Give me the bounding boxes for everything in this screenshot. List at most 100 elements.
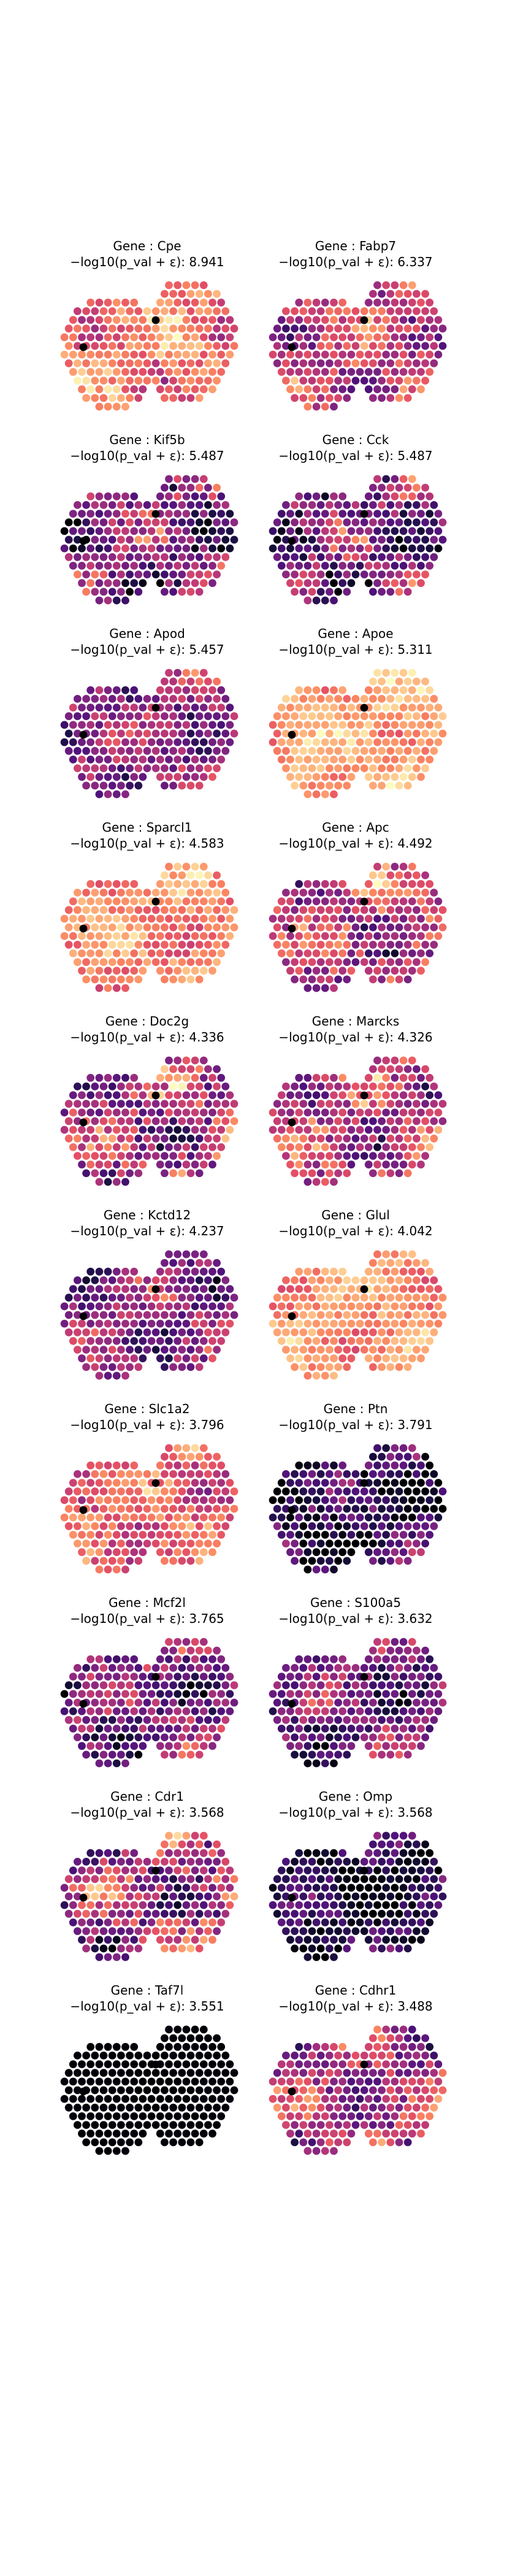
spot-point [134,394,143,402]
spot-point [204,764,212,772]
spot-point [186,2052,195,2060]
spot-point [391,333,399,342]
spot-point [191,1655,199,1663]
spot-point [95,368,104,376]
spot-point [364,2042,373,2051]
spot-point [134,2138,143,2147]
spot-point [351,1909,360,1918]
spot-point [425,316,434,324]
spot-point [321,932,329,940]
spot-point [299,1100,308,1108]
spot-point [373,510,381,518]
spot-point [425,510,434,518]
spot-point [174,333,182,342]
spot-point [413,1065,421,1073]
spot-point [417,1849,425,1857]
spot-point [139,1513,147,1522]
spot-point [369,1065,377,1073]
spot-point [134,1750,143,1759]
spot-point [343,1892,351,1901]
spot-point [299,394,308,402]
spot-point [399,2095,408,2103]
spot-point [316,729,325,738]
spot-point [308,2121,316,2129]
spot-point [399,1319,408,1328]
spot-point [303,1496,312,1505]
spot-point [126,695,134,703]
spot-point [369,1733,377,1741]
gene-panel: Gene : Cdhr1 −log10(p_val + ε): 3.488 [245,1982,466,2159]
spot-point [121,402,129,411]
spot-point [161,1522,169,1530]
spot-point [343,1733,351,1741]
spot-point [399,1655,408,1663]
spot-point [99,746,108,755]
spot-point [186,729,195,738]
spot-point [178,359,186,367]
spot-point [208,1548,216,1557]
spot-point [178,1840,186,1849]
spot-point [399,967,408,975]
spot-point [69,368,77,376]
spot-point [104,1479,112,1487]
spot-point [321,596,329,605]
spot-point [386,1065,395,1073]
spot-point [343,1083,351,1091]
spot-point [74,1487,82,1496]
spot-point [78,2060,86,2068]
spot-point [174,1091,182,1099]
spot-point [217,1479,226,1487]
spot-point [134,377,143,385]
spot-point [199,1337,208,1345]
spot-point [130,967,139,975]
spot-point [195,2086,204,2095]
spot-point [334,923,342,932]
spot-point [399,385,408,394]
spot-point [299,588,308,596]
spot-point [291,1858,299,1866]
spot-point [213,695,221,703]
spot-point [430,1522,438,1530]
spot-point [104,1690,112,1698]
spot-point [413,359,421,367]
spot-point [430,906,438,914]
spot-point [130,1091,139,1099]
gene-panel: Gene : S100a5 −log10(p_val + ε): 3.632 [245,1595,466,1771]
spot-point [121,1673,129,1681]
gene-panel: Gene : Glul −log10(p_val + ε): 4.042 [245,1207,466,1384]
spot-point [373,932,381,940]
spot-point [104,1655,112,1663]
spot-point [334,553,342,561]
spot-point [334,2069,342,2077]
spot-point [64,1117,73,1125]
gene-panel: Gene : Apoe −log10(p_val + ε): 5.311 [245,626,466,802]
spot-point [334,1363,342,1371]
spot-point [399,1125,408,1134]
spot-point [338,949,347,957]
spot-point [382,579,391,588]
spot-point [130,1496,139,1505]
spot-point [343,2138,351,2147]
spot-point [112,2060,121,2068]
spot-point [191,2129,199,2138]
spot-point [282,1487,290,1496]
spot-point [425,2112,434,2120]
spot-point [174,1707,182,1715]
spot-point [369,307,377,315]
spot-point [330,932,338,940]
spot-point [413,1840,421,1849]
spot-point [413,535,421,544]
spot-point [208,2095,216,2103]
spot-point [186,695,195,703]
spot-point [399,1160,408,1169]
spot-point [221,712,230,721]
spot-point [369,746,377,755]
spot-point [174,1285,182,1293]
spot-point [117,588,125,596]
spot-point [112,1108,121,1117]
spot-point [213,923,221,932]
spot-point [378,729,386,738]
spot-point [121,1108,129,1117]
spot-point [399,510,408,518]
spot-point [395,588,403,596]
